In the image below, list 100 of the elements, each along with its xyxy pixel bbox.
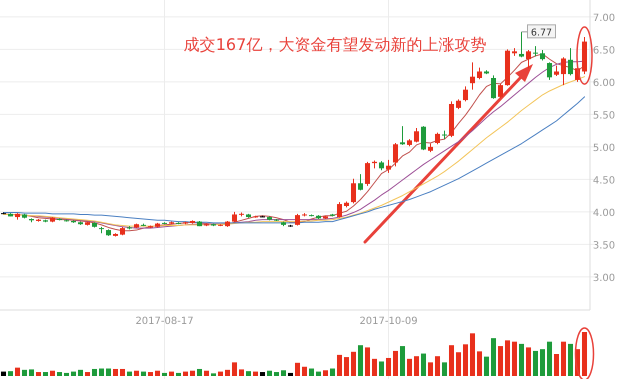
x-tick-label: 2017-08-17 (135, 316, 194, 327)
candlestick (364, 161, 370, 186)
candlestick (546, 62, 552, 80)
y-tick-label: 6.00 (592, 78, 616, 89)
bar (36, 372, 42, 376)
bar (190, 370, 196, 376)
bar (70, 372, 76, 376)
bar (476, 351, 482, 376)
bar (280, 370, 286, 376)
x-tick-label: 2017-10-09 (359, 316, 418, 327)
bar (330, 368, 336, 376)
line-series (3, 96, 585, 224)
bar (470, 333, 476, 376)
bar (518, 344, 524, 376)
bar (196, 368, 202, 376)
bar (428, 362, 434, 376)
bar (154, 370, 160, 376)
bar (532, 350, 538, 376)
bar (400, 346, 406, 376)
bar (484, 356, 490, 376)
bar (246, 371, 252, 376)
bar (84, 372, 90, 376)
bar (120, 368, 126, 376)
candlestick (420, 126, 426, 151)
bar (210, 373, 216, 376)
annotation: 6.77 (530, 27, 552, 38)
bar (8, 371, 14, 376)
bar (218, 372, 224, 376)
bar (0, 372, 6, 376)
bar (204, 370, 210, 376)
bar (78, 370, 84, 376)
bar (378, 361, 384, 376)
bar (526, 347, 532, 376)
bar (92, 368, 98, 376)
bar (364, 347, 370, 376)
bar (344, 357, 350, 376)
bar (414, 356, 420, 376)
bar (224, 370, 230, 376)
y-tick-label: 5.00 (592, 142, 616, 154)
candlestick (392, 142, 398, 167)
bar (434, 356, 440, 376)
bar (134, 370, 140, 376)
candlestick (526, 50, 532, 69)
bar (106, 368, 112, 376)
candlestick (456, 98, 462, 110)
bar (302, 366, 308, 376)
bar (294, 362, 300, 376)
bar (420, 354, 426, 376)
bar (238, 369, 244, 376)
bar (252, 372, 258, 376)
text: 成交167亿，大资金有望发动新的上涨攻势 (184, 35, 486, 54)
bar (42, 372, 48, 376)
bar (140, 372, 146, 376)
candlestick (350, 178, 356, 204)
bar (56, 372, 62, 376)
bar (392, 350, 398, 376)
bar (442, 362, 448, 376)
bar (232, 362, 238, 376)
bar (50, 370, 56, 376)
y-tick-label: 6.50 (592, 45, 616, 56)
candlestick (490, 74, 496, 100)
candlestick (358, 174, 364, 191)
bar (546, 342, 552, 376)
bar (288, 372, 294, 376)
bar (14, 368, 20, 376)
bar (498, 346, 504, 376)
bar (64, 372, 70, 376)
bar (176, 372, 182, 376)
bar (260, 372, 266, 376)
bar (350, 352, 356, 376)
candlestick (476, 67, 482, 80)
candlestick (554, 65, 560, 77)
bar (386, 358, 392, 376)
candlestick (540, 50, 546, 61)
candlestick (518, 31, 524, 58)
bar (266, 370, 272, 376)
bar (554, 354, 560, 376)
y-tick-label: 5.50 (592, 110, 616, 122)
candlestick (434, 132, 440, 145)
candlestick (232, 211, 238, 223)
bar (148, 372, 154, 376)
bar (504, 340, 510, 376)
candlestick (532, 46, 538, 58)
candlestick (414, 128, 420, 143)
bar (406, 358, 412, 376)
bar (162, 372, 168, 376)
candlestick (378, 160, 384, 171)
bar (448, 345, 454, 376)
candlestick (386, 159, 392, 174)
bar (456, 352, 462, 376)
y-tick-label: 3.00 (592, 272, 616, 284)
candlestick (498, 83, 504, 99)
candlestick (336, 202, 342, 218)
bar (308, 368, 314, 376)
y-tick-label: 7.00 (592, 12, 616, 24)
bar (168, 372, 174, 376)
y-tick-label: 4.00 (592, 208, 616, 219)
candlestick (560, 56, 566, 86)
candlestick (462, 86, 468, 102)
bar (560, 342, 566, 376)
